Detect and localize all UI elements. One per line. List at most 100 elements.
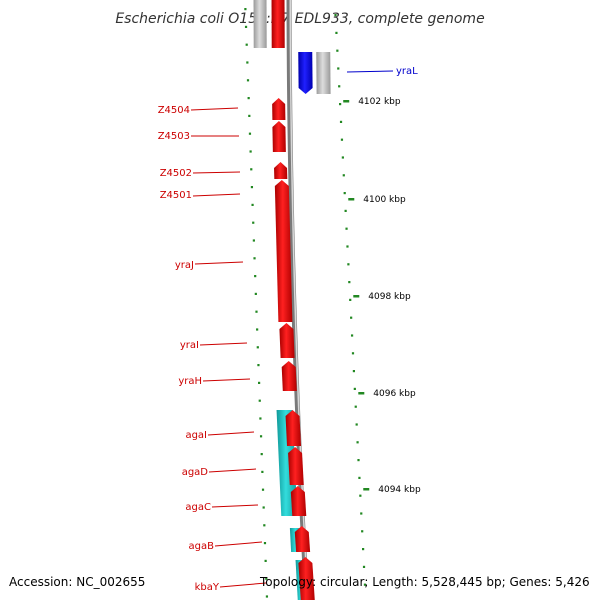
- label-leader-line: [219, 582, 267, 588]
- label-leader-line: [211, 504, 259, 508]
- gene-arrow: [271, 0, 285, 48]
- scale-tick: [363, 488, 370, 491]
- scale-dot: [260, 453, 263, 456]
- scale-dot: [262, 506, 265, 509]
- scale-dot: [352, 370, 356, 373]
- scale-dot: [338, 85, 341, 88]
- scale-tick: [348, 198, 355, 201]
- label-leader-line: [199, 342, 248, 346]
- gene-arrow-agaD: [288, 447, 304, 485]
- scale-dot: [264, 559, 267, 562]
- gene-label-Z4501: Z4501: [160, 190, 192, 201]
- scale-dot: [254, 292, 257, 295]
- gene-label-agaI: agaI: [185, 430, 207, 441]
- scale-dot: [261, 488, 265, 491]
- scale-dot: [254, 275, 257, 278]
- scale-dot: [346, 245, 349, 248]
- scale-dot: [349, 298, 352, 301]
- scale-dot: [359, 494, 362, 497]
- gene-label-yraI: yraI: [180, 340, 199, 351]
- gene-label-agaC: agaC: [185, 502, 211, 513]
- scale-dot: [263, 524, 266, 527]
- scale-dot: [252, 221, 255, 224]
- scale-dot: [263, 542, 267, 545]
- scale-dot: [248, 114, 251, 117]
- scale-tick-label: 4100 kbp: [363, 195, 406, 205]
- scale-dot: [265, 577, 268, 580]
- scale-dot: [362, 565, 366, 568]
- scale-dot: [342, 174, 345, 177]
- other-strand-gene: [253, 0, 267, 48]
- scale-dot: [353, 387, 356, 390]
- scale-dot: [261, 470, 264, 473]
- scale-dot: [249, 150, 252, 153]
- gene-label-yraJ: yraJ: [175, 260, 194, 271]
- scale-dot: [246, 61, 249, 64]
- gene-labels: yraL Z4504 Z4503 Z4502 Z4501 yraJ yraI yraH agaI…: [158, 66, 418, 593]
- scale-dot: [336, 49, 339, 52]
- scale-dot: [350, 334, 354, 337]
- other-strand-gene: [316, 52, 331, 94]
- scale-dot: [348, 281, 351, 284]
- scale-dot: [344, 209, 347, 212]
- scale-dot: [244, 8, 247, 11]
- scale-dot: [257, 364, 260, 367]
- scale-dot: [258, 399, 261, 402]
- scale-dot: [256, 346, 259, 349]
- gene-arrow-yraI: [279, 323, 295, 358]
- label-leader-line: [214, 541, 263, 547]
- scale-dot: [250, 186, 254, 189]
- scale-dot: [363, 583, 367, 586]
- scale-dot: [248, 132, 252, 135]
- scale-dot: [259, 435, 263, 438]
- scale-tick-label: 4102 kbp: [358, 97, 401, 107]
- gene-label-yraH: yraH: [178, 376, 202, 387]
- gene-label-yraL: yraL: [396, 66, 418, 77]
- gene-label-agaB: agaB: [189, 541, 215, 552]
- topology-text: Topology: circular; Length: 5,528,445 bp…: [259, 575, 590, 589]
- scale-tick: [343, 100, 350, 103]
- label-leader-line: [207, 431, 255, 436]
- scale-dot: [337, 67, 340, 70]
- scale-dot: [343, 192, 346, 195]
- gene-label-kbaY: kbaY: [195, 582, 220, 593]
- scale-tick-label: 4098 kbp: [368, 292, 411, 302]
- gene-arrow-Z4504: [272, 98, 286, 120]
- label-leader-line: [202, 378, 251, 382]
- gene-label-Z4502: Z4502: [160, 168, 192, 179]
- label-leader-line: [346, 70, 394, 73]
- scale-dot: [256, 328, 259, 331]
- gene-arrow-Z4502: [274, 162, 288, 179]
- scale-dot: [255, 310, 258, 313]
- label-leader-line: [192, 171, 241, 174]
- scale-dot: [244, 25, 248, 28]
- gene-features: [253, 0, 331, 600]
- scale-dot: [245, 43, 248, 46]
- gene-label-Z4503: Z4503: [158, 131, 190, 142]
- scale-dot: [246, 79, 250, 82]
- scale-dot: [253, 257, 256, 260]
- scale-dot: [341, 156, 344, 159]
- gene-arrow-yraL: [298, 52, 313, 94]
- label-leader-line: [194, 261, 244, 265]
- label-leader-line: [192, 193, 241, 197]
- gene-arrow-Z4503: [272, 121, 286, 152]
- scale-dot: [259, 417, 262, 420]
- scale-tick: [358, 392, 365, 395]
- scale-dot: [340, 138, 344, 141]
- scale-dot: [250, 168, 253, 171]
- accession-text: Accession: NC_002655: [9, 575, 145, 589]
- gene-label-agaD: agaD: [182, 467, 209, 478]
- scale-dot: [265, 595, 269, 598]
- gene-arrow-yraH: [281, 361, 297, 391]
- scale-dot: [251, 203, 254, 206]
- scale-tick-label: 4094 kbp: [378, 485, 421, 495]
- scale-dot: [362, 548, 365, 551]
- scale-dot: [345, 227, 348, 230]
- gene-arrow-agaI: [285, 410, 302, 446]
- scale-dot: [351, 352, 355, 355]
- gene-label-Z4504: Z4504: [158, 105, 190, 116]
- scale-dot: [339, 120, 343, 123]
